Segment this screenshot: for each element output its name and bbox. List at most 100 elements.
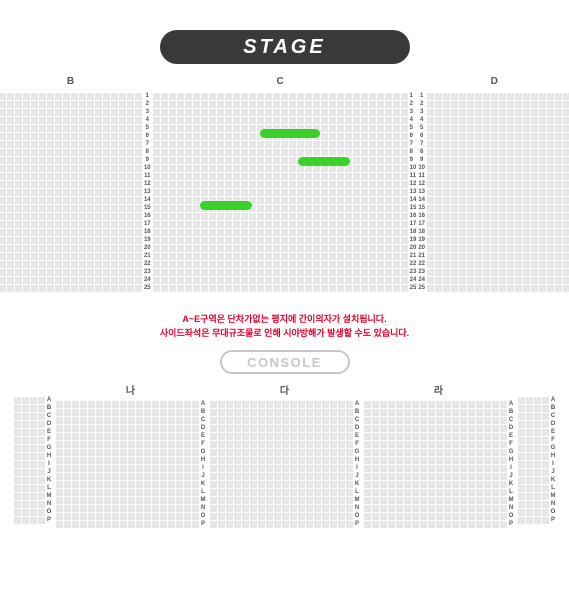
seat[interactable] — [7, 173, 14, 180]
seat[interactable] — [161, 285, 168, 292]
seat[interactable] — [452, 401, 459, 408]
seat[interactable] — [80, 425, 87, 432]
seat[interactable] — [531, 229, 538, 236]
seat[interactable] — [483, 221, 490, 228]
seat[interactable] — [55, 189, 62, 196]
seat[interactable] — [30, 509, 37, 516]
seat[interactable] — [241, 285, 248, 292]
seat[interactable] — [177, 205, 184, 212]
seat[interactable] — [322, 449, 329, 456]
seat[interactable] — [71, 221, 78, 228]
seat[interactable] — [233, 189, 240, 196]
seat[interactable] — [298, 465, 305, 472]
seat[interactable] — [337, 189, 344, 196]
seat[interactable] — [353, 189, 360, 196]
seat[interactable] — [257, 101, 264, 108]
seat[interactable] — [523, 165, 530, 172]
seat[interactable] — [452, 521, 459, 528]
seat[interactable] — [500, 449, 507, 456]
seat[interactable] — [87, 101, 94, 108]
seat[interactable] — [467, 277, 474, 284]
seat[interactable] — [492, 417, 499, 424]
seat[interactable] — [467, 245, 474, 252]
seat[interactable] — [393, 229, 400, 236]
seat[interactable] — [242, 473, 249, 480]
seat[interactable] — [265, 189, 272, 196]
seat[interactable] — [112, 425, 119, 432]
seat[interactable] — [266, 465, 273, 472]
seat[interactable] — [385, 181, 392, 188]
seat[interactable] — [542, 421, 549, 428]
seat[interactable] — [47, 261, 54, 268]
seat[interactable] — [119, 253, 126, 260]
seat[interactable] — [217, 133, 224, 140]
seat[interactable] — [542, 405, 549, 412]
seat[interactable] — [201, 109, 208, 116]
seat[interactable] — [128, 497, 135, 504]
seat[interactable] — [185, 261, 192, 268]
seat[interactable] — [15, 149, 22, 156]
seat[interactable] — [7, 213, 14, 220]
seat[interactable] — [542, 461, 549, 468]
seat[interactable] — [184, 497, 191, 504]
seat[interactable] — [233, 285, 240, 292]
seat[interactable] — [345, 277, 352, 284]
seat[interactable] — [192, 417, 199, 424]
seat[interactable] — [169, 181, 176, 188]
seat[interactable] — [225, 141, 232, 148]
seat[interactable] — [305, 173, 312, 180]
seat[interactable] — [401, 229, 408, 236]
seat[interactable] — [380, 481, 387, 488]
seat[interactable] — [0, 197, 6, 204]
seat[interactable] — [388, 425, 395, 432]
seat[interactable] — [460, 481, 467, 488]
seat[interactable] — [305, 205, 312, 212]
seat[interactable] — [38, 421, 45, 428]
seat[interactable] — [345, 245, 352, 252]
seat[interactable] — [401, 133, 408, 140]
seat[interactable] — [372, 449, 379, 456]
seat[interactable] — [242, 433, 249, 440]
seat[interactable] — [177, 269, 184, 276]
seat[interactable] — [257, 197, 264, 204]
seat[interactable] — [266, 441, 273, 448]
seat[interactable] — [22, 437, 29, 444]
seat[interactable] — [484, 513, 491, 520]
seat[interactable] — [241, 189, 248, 196]
seat[interactable] — [218, 497, 225, 504]
seat[interactable] — [127, 157, 134, 164]
seat[interactable] — [136, 401, 143, 408]
seat[interactable] — [127, 141, 134, 148]
seat[interactable] — [443, 101, 450, 108]
seat[interactable] — [104, 449, 111, 456]
seat[interactable] — [436, 521, 443, 528]
seat[interactable] — [555, 277, 562, 284]
seat[interactable] — [169, 109, 176, 116]
seat[interactable] — [265, 117, 272, 124]
seat[interactable] — [518, 413, 525, 420]
seat[interactable] — [475, 133, 482, 140]
seat[interactable] — [346, 401, 353, 408]
seat[interactable] — [39, 173, 46, 180]
seat[interactable] — [518, 477, 525, 484]
seat[interactable] — [111, 125, 118, 132]
seat[interactable] — [87, 205, 94, 212]
seat[interactable] — [443, 269, 450, 276]
seat[interactable] — [274, 457, 281, 464]
seat[interactable] — [31, 285, 38, 292]
seat[interactable] — [168, 457, 175, 464]
seat[interactable] — [353, 141, 360, 148]
seat[interactable] — [209, 133, 216, 140]
seat[interactable] — [273, 181, 280, 188]
seat[interactable] — [23, 109, 30, 116]
seat[interactable] — [380, 417, 387, 424]
seat[interactable] — [329, 165, 336, 172]
seat[interactable] — [404, 457, 411, 464]
seat[interactable] — [361, 157, 368, 164]
seat[interactable] — [297, 117, 304, 124]
seat[interactable] — [218, 425, 225, 432]
seat[interactable] — [534, 453, 541, 460]
seat[interactable] — [185, 93, 192, 100]
seat[interactable] — [483, 269, 490, 276]
seat[interactable] — [547, 253, 554, 260]
